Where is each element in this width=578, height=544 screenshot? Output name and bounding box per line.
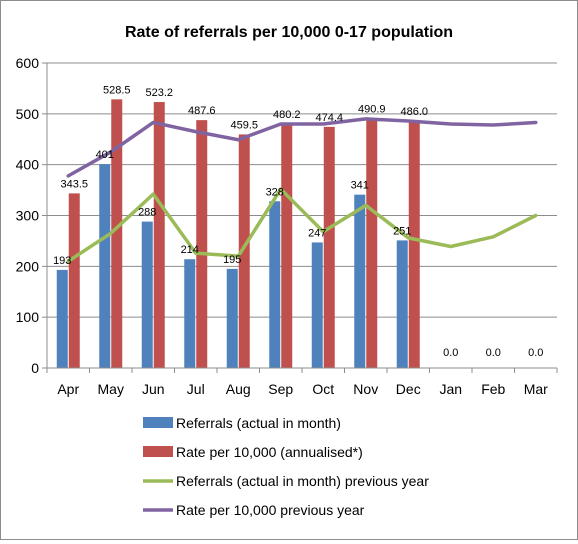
bar: [281, 123, 293, 368]
data-label: 193: [53, 255, 71, 267]
y-tick-label: 400: [16, 157, 40, 173]
legend-label: Referrals (actual in month) previous yea…: [176, 473, 429, 489]
bar: [68, 193, 80, 368]
bar: [366, 118, 378, 368]
y-tick-label: 500: [16, 106, 40, 122]
bar: [354, 194, 366, 368]
bar: [396, 240, 408, 368]
x-tick-label: Jan: [439, 381, 462, 397]
x-tick-label: Feb: [481, 381, 505, 397]
data-label: 401: [96, 149, 114, 161]
bar: [111, 99, 123, 369]
legend-label: Rate per 10,000 (annualised*): [176, 444, 363, 460]
data-label: 251: [393, 225, 411, 237]
x-tick-label: Dec: [396, 381, 421, 397]
y-tick-label: 300: [16, 208, 40, 224]
data-label: 195: [223, 254, 241, 266]
chart-title: Rate of referrals per 10,000 0-17 popula…: [125, 24, 453, 41]
data-label: 480.2: [273, 109, 301, 121]
x-tick-label: Sep: [268, 381, 293, 397]
y-tick-label: 200: [16, 258, 40, 274]
x-tick-label: Oct: [312, 381, 334, 397]
axes: 0 100 200 300 400 500 600 Apr May Jun Jul Aug Sep Oct…: [16, 55, 558, 397]
data-label: 490.9: [358, 103, 386, 115]
legend-label: Rate per 10,000 previous year: [176, 502, 365, 518]
data-label: 486.0: [400, 106, 428, 118]
bar: [184, 259, 196, 368]
bar: [269, 201, 281, 368]
y-tick-label: 0: [31, 360, 39, 376]
data-labels: 193 401 288 214 195 328 247 341 251 343.5 528.5 523…: [53, 84, 543, 359]
data-label: 341: [351, 180, 369, 192]
data-label: 214: [181, 244, 199, 256]
bar: [141, 221, 153, 368]
bar: [311, 242, 323, 368]
data-label: 247: [308, 227, 326, 239]
y-tick-label: 600: [16, 55, 40, 71]
grid: [47, 62, 557, 318]
bar: [323, 126, 335, 368]
data-label: 0.0: [443, 347, 458, 359]
x-tick-label: May: [98, 381, 124, 397]
bars: [56, 99, 420, 369]
data-label: 288: [138, 207, 156, 219]
x-tick-label: Jun: [142, 381, 165, 397]
bar: [408, 120, 420, 368]
data-label: 487.6: [188, 105, 216, 117]
bar: [56, 269, 68, 368]
x-tick-label: Aug: [226, 381, 251, 397]
data-label: 0.0: [486, 347, 501, 359]
bar: [238, 134, 250, 368]
legend: Referrals (actual in month) Rate per 10,0…: [143, 415, 429, 518]
data-label: 528.5: [103, 84, 131, 96]
data-label: 474.4: [315, 112, 343, 124]
x-tick-label: Jul: [187, 381, 205, 397]
data-label: 459.5: [230, 119, 258, 131]
data-label: 343.5: [60, 178, 88, 190]
x-tick-label: Mar: [524, 381, 548, 397]
bar: [196, 120, 208, 369]
data-label: 328: [266, 186, 284, 198]
y-tick-label: 100: [16, 309, 40, 325]
x-tick-label: Apr: [57, 381, 79, 397]
data-label: 523.2: [145, 87, 173, 99]
legend-swatch: [143, 446, 173, 457]
x-tick-label: Nov: [353, 381, 378, 397]
data-label: 0.0: [528, 347, 543, 359]
series-line: [66, 187, 538, 263]
series-line: [66, 117, 538, 178]
bar: [99, 164, 111, 368]
bar: [153, 102, 165, 368]
legend-label: Referrals (actual in month): [176, 415, 341, 431]
legend-swatch: [143, 417, 173, 428]
bar: [226, 268, 238, 368]
lines: [66, 117, 538, 263]
